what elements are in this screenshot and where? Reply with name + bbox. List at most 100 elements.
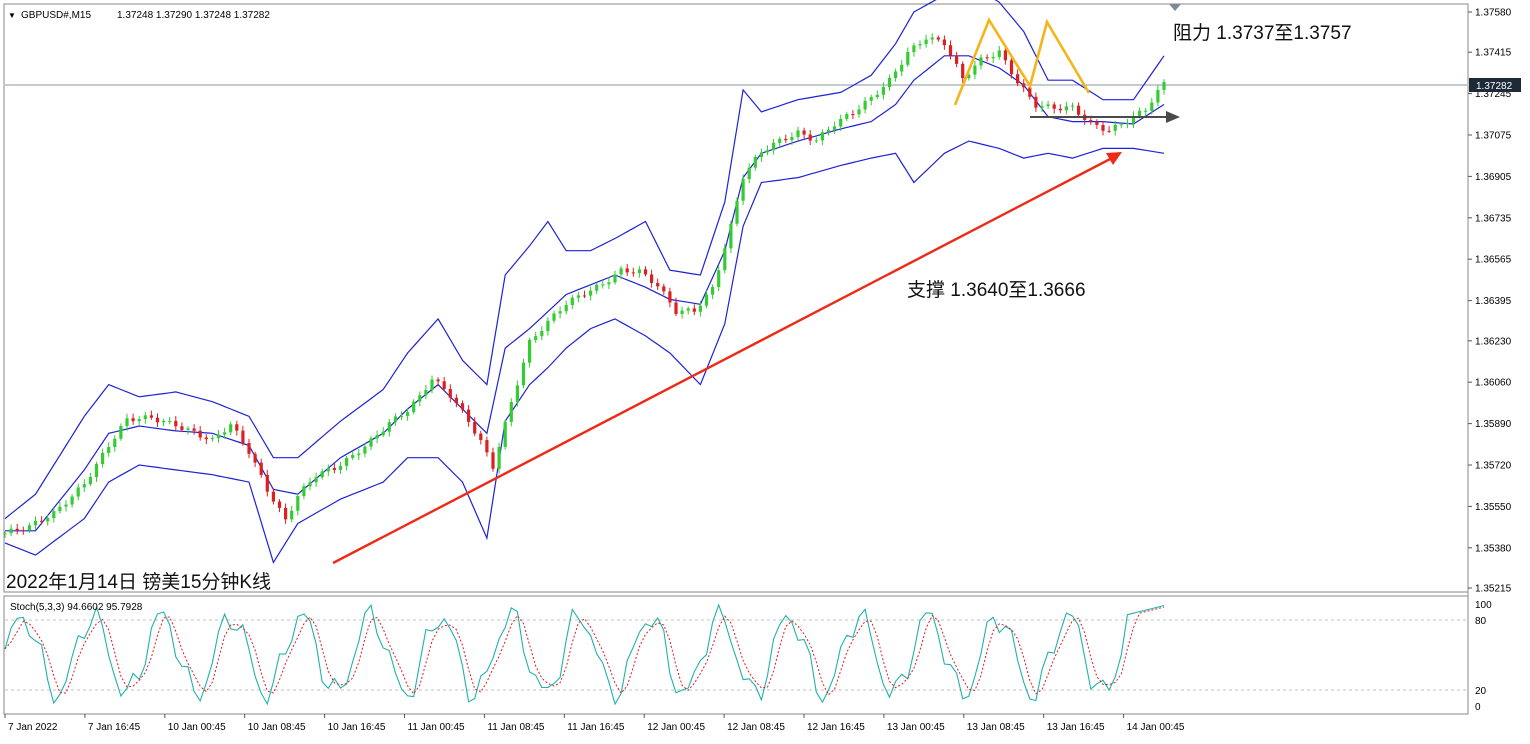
candle-body — [149, 415, 153, 418]
candle-body — [162, 420, 166, 423]
y-tick-label: 1.35890 — [1475, 419, 1512, 430]
y-tick-label: 1.36905 — [1475, 172, 1512, 183]
candle-body — [460, 403, 465, 410]
candle-body — [430, 379, 434, 390]
candle-body — [936, 37, 940, 40]
candle-body — [1156, 89, 1160, 103]
y-tick-label: 1.36735 — [1475, 213, 1512, 224]
candle-body — [284, 507, 288, 520]
resistance-label: 阻力 1.3737至1.3757 — [1173, 22, 1352, 44]
stoch-signal-line — [4, 606, 1165, 696]
candle-body — [1003, 50, 1007, 61]
candle-body — [1138, 110, 1142, 117]
candle-body — [82, 484, 86, 488]
candle-body — [107, 447, 111, 453]
candle-body — [747, 167, 751, 179]
candle-body — [40, 520, 44, 522]
candle-body — [631, 272, 635, 274]
candle-body — [180, 426, 184, 430]
candle-body — [320, 471, 324, 478]
x-tick-label: 12 Jan 16:45 — [807, 722, 865, 733]
candle-body — [1077, 105, 1081, 115]
candle-body — [656, 282, 660, 287]
candle-body — [717, 270, 721, 288]
candle-body — [314, 477, 318, 483]
candle-body — [1022, 83, 1026, 88]
candle-body — [448, 389, 452, 398]
candle-body — [778, 138, 782, 143]
x-tick-label: 10 Jan 08:45 — [248, 722, 306, 733]
candle-body — [576, 295, 580, 298]
candle-body — [1009, 60, 1014, 75]
candle-body — [613, 274, 617, 283]
x-tick-label: 12 Jan 08:45 — [727, 722, 785, 733]
candle-body — [845, 114, 849, 119]
candle-body — [46, 518, 50, 522]
y-tick-label: 1.35720 — [1475, 461, 1512, 472]
candle-body — [772, 142, 776, 151]
candle-body — [381, 431, 385, 436]
candle-body — [192, 428, 196, 431]
candle-body — [497, 446, 501, 469]
candle-body — [21, 530, 25, 532]
candle-body — [1070, 105, 1075, 107]
candle-body — [247, 443, 251, 454]
candle-body — [1016, 74, 1020, 84]
candle-body — [625, 268, 629, 273]
candle-body — [552, 313, 556, 321]
candle-body — [473, 421, 477, 434]
candle-body — [900, 64, 904, 72]
candle-body — [851, 114, 855, 116]
candle-body — [753, 157, 757, 168]
candle-body — [839, 118, 843, 127]
candle-body — [686, 308, 690, 311]
candle-body — [265, 474, 269, 492]
price-marker-triangle — [1169, 4, 1181, 11]
candle-body — [424, 389, 428, 396]
candle-body — [704, 294, 709, 306]
candle-body — [955, 55, 959, 64]
candle-body — [595, 284, 599, 291]
candle-body — [894, 71, 898, 79]
candle-body — [741, 178, 745, 201]
x-tick-label: 14 Jan 00:45 — [1127, 722, 1185, 733]
candle-body — [131, 418, 135, 422]
candle-body — [912, 45, 916, 52]
candle-body — [271, 491, 275, 502]
candle-body — [1064, 106, 1068, 111]
candle-body — [332, 468, 336, 470]
y-tick-label: 1.36565 — [1475, 255, 1512, 266]
current-price-box — [1469, 78, 1521, 92]
boll-lower-line — [4, 140, 1165, 564]
candle-body — [119, 426, 123, 439]
x-tick-label: 12 Jan 00:45 — [647, 722, 705, 733]
candle-body — [802, 130, 806, 135]
candle-body — [997, 50, 1001, 57]
analysis-drawings — [332, 17, 1180, 565]
candle-body — [1144, 110, 1148, 112]
chart-symbol: GBPUSD#,M15 — [21, 10, 91, 21]
candle-body — [223, 432, 227, 435]
candle-body — [869, 97, 873, 101]
x-tick-label: 7 Jan 16:45 — [88, 722, 141, 733]
candle-body — [887, 78, 892, 88]
candle-body — [1089, 120, 1093, 122]
y-tick-label: 1.36395 — [1475, 296, 1512, 307]
candle-body — [784, 138, 788, 141]
candle-body — [1046, 104, 1050, 107]
candle-body — [52, 511, 56, 519]
candle-body — [143, 415, 147, 420]
stoch-axis-100: 100 — [1475, 600, 1492, 611]
candle-body — [387, 422, 391, 432]
candle-body — [277, 501, 282, 508]
candle-body — [668, 291, 672, 303]
candle-body — [168, 420, 172, 422]
candle-body — [723, 248, 727, 271]
candle-body — [210, 438, 214, 440]
candle-body — [528, 339, 532, 363]
candle-body — [1058, 108, 1062, 111]
stochastic-series — [4, 603, 1165, 706]
candle-body — [76, 487, 80, 497]
x-tick-label: 7 Jan 2022 — [8, 722, 58, 733]
candle-body — [70, 496, 74, 505]
